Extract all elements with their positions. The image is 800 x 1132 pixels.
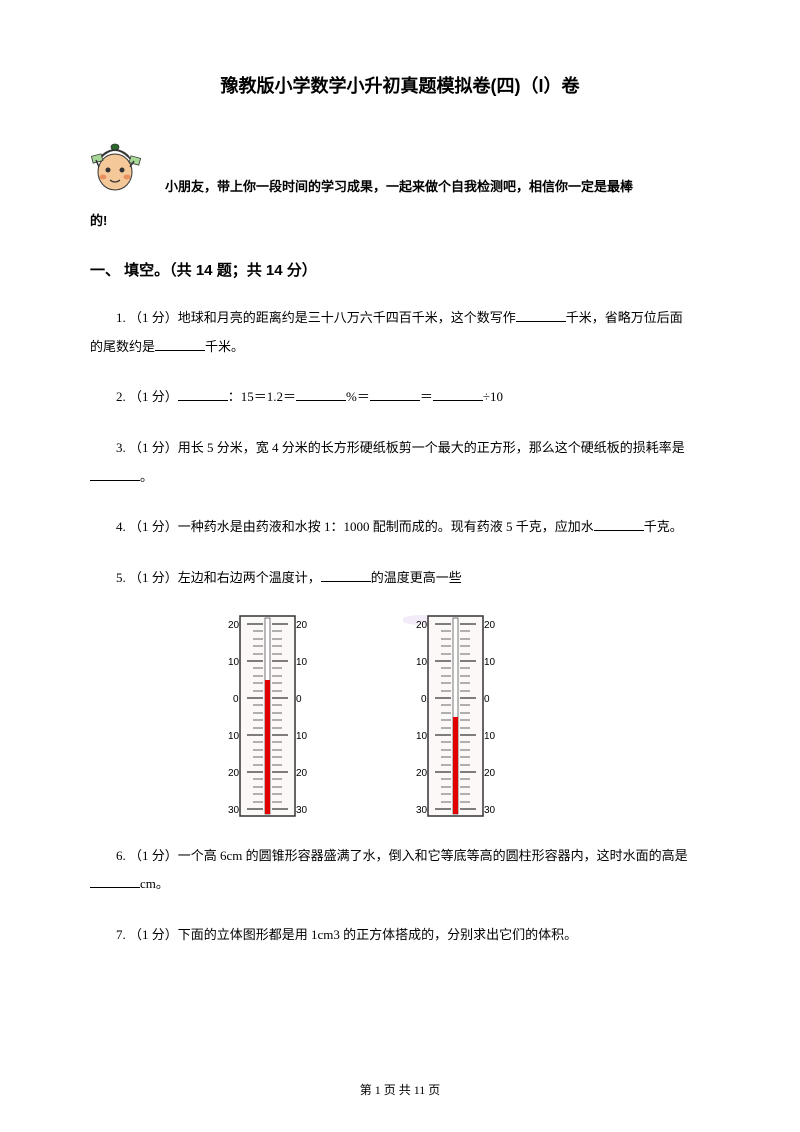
blank	[594, 517, 644, 531]
blank	[370, 387, 420, 401]
thermometer-right: 20 20 10 10 0 0 10 10 20 20 30 30	[403, 614, 513, 826]
svg-text:20: 20	[228, 768, 240, 779]
blank	[516, 308, 566, 322]
svg-text:10: 10	[416, 657, 428, 668]
blank	[433, 387, 483, 401]
question-6: 6. （1 分）一个高 6cm 的圆锥形容器盛满了水，倒入和它等底等高的圆柱形容…	[90, 842, 710, 871]
question-3: 3. （1 分）用长 5 分米，宽 4 分米的长方形硬纸板剪一个最大的正方形，那…	[90, 434, 710, 463]
intro-text-line1: 小朋友，带上你一段时间的学习成果，一起来做个自我检测吧，相信你一定是最棒	[165, 175, 633, 198]
q4-text-pre: 4. （1 分）一种药水是由药液和水按 1：1000 配制而成的。现有药液 5 …	[116, 519, 594, 534]
page-title: 豫教版小学数学小升初真题模拟卷(四)（I）卷	[90, 70, 710, 102]
thermometer-figure: 20 20 10 10 0 0 10 10 20 20 30 30	[90, 614, 710, 826]
blank	[90, 874, 140, 888]
question-4: 4. （1 分）一种药水是由药液和水按 1：1000 配制而成的。现有药液 5 …	[90, 513, 710, 542]
svg-text:30: 30	[296, 805, 308, 816]
intro-section: 小朋友，带上你一段时间的学习成果，一起来做个自我检测吧，相信你一定是最棒	[90, 137, 710, 198]
svg-text:0: 0	[296, 694, 302, 705]
svg-text:0: 0	[421, 694, 427, 705]
svg-text:20: 20	[296, 768, 308, 779]
q2-post: ÷10	[483, 389, 503, 404]
blank	[178, 387, 228, 401]
q7-text: 7. （1 分）下面的立体图形都是用 1cm3 的正方体搭成的，分别求出它们的体…	[116, 927, 577, 942]
q2-mid3: ＝	[420, 389, 433, 404]
svg-text:20: 20	[416, 620, 428, 631]
page-footer: 第 1 页 共 11 页	[0, 1080, 800, 1102]
blank	[321, 568, 371, 582]
svg-text:0: 0	[233, 694, 239, 705]
q1-text-mid: 千米，省略万位后面	[566, 310, 683, 325]
svg-text:0: 0	[484, 694, 490, 705]
q6-post: cm。	[140, 876, 169, 891]
q1-text-post2: 千米。	[205, 339, 244, 354]
question-6-cont: cm。	[90, 870, 710, 899]
svg-text:20: 20	[228, 620, 240, 631]
question-2: 2. （1 分） ：15＝1.2＝ %＝ ＝ ÷10	[90, 383, 710, 412]
q3-post: 。	[140, 469, 153, 484]
q5-text-pre: 5. （1 分）左边和右边两个温度计，	[116, 570, 321, 585]
question-3-cont: 。	[90, 463, 710, 492]
blank	[90, 467, 140, 481]
q1-text-pre: 1. （1 分）地球和月亮的距离约是三十八万六千四百千米，这个数写作	[116, 310, 516, 325]
svg-text:10: 10	[416, 731, 428, 742]
svg-text:30: 30	[228, 805, 240, 816]
svg-text:10: 10	[296, 731, 308, 742]
q6-text-pre: 6. （1 分）一个高 6cm 的圆锥形容器盛满了水，倒入和它等底等高的圆柱形容…	[116, 848, 688, 863]
svg-text:20: 20	[484, 620, 496, 631]
svg-text:20: 20	[484, 768, 496, 779]
question-7: 7. （1 分）下面的立体图形都是用 1cm3 的正方体搭成的，分别求出它们的体…	[90, 921, 710, 950]
mascot-icon	[90, 137, 145, 197]
thermometer-left: 20 20 10 10 0 0 10 10 20 20 30 30	[225, 614, 310, 826]
svg-text:10: 10	[484, 731, 496, 742]
question-5: 5. （1 分）左边和右边两个温度计， 的温度更高一些	[90, 564, 710, 593]
intro-text-line2: 的!	[90, 209, 710, 232]
blank	[296, 387, 346, 401]
q3-text-pre: 3. （1 分）用长 5 分米，宽 4 分米的长方形硬纸板剪一个最大的正方形，那…	[116, 440, 685, 455]
svg-text:20: 20	[296, 620, 308, 631]
svg-text:10: 10	[228, 731, 240, 742]
svg-text:30: 30	[484, 805, 496, 816]
q1-text-post1: 的尾数约是	[90, 339, 155, 354]
q2-mid1: ：15＝1.2＝	[228, 389, 296, 404]
q2-mid2: %＝	[346, 389, 370, 404]
svg-text:10: 10	[484, 657, 496, 668]
svg-text:30: 30	[416, 805, 428, 816]
blank	[155, 337, 205, 351]
svg-text:20: 20	[416, 768, 428, 779]
q2-text-pre: 2. （1 分）	[116, 389, 178, 404]
q5-post: 的温度更高一些	[371, 570, 462, 585]
svg-text:10: 10	[228, 657, 240, 668]
svg-text:10: 10	[296, 657, 308, 668]
question-1: 1. （1 分）地球和月亮的距离约是三十八万六千四百千米，这个数写作 千米，省略万…	[90, 304, 710, 333]
section-header: 一、 填空。（共 14 题；共 14 分）	[90, 257, 710, 284]
q4-post: 千克。	[644, 519, 683, 534]
question-1-cont: 的尾数约是 千米。	[90, 333, 710, 362]
